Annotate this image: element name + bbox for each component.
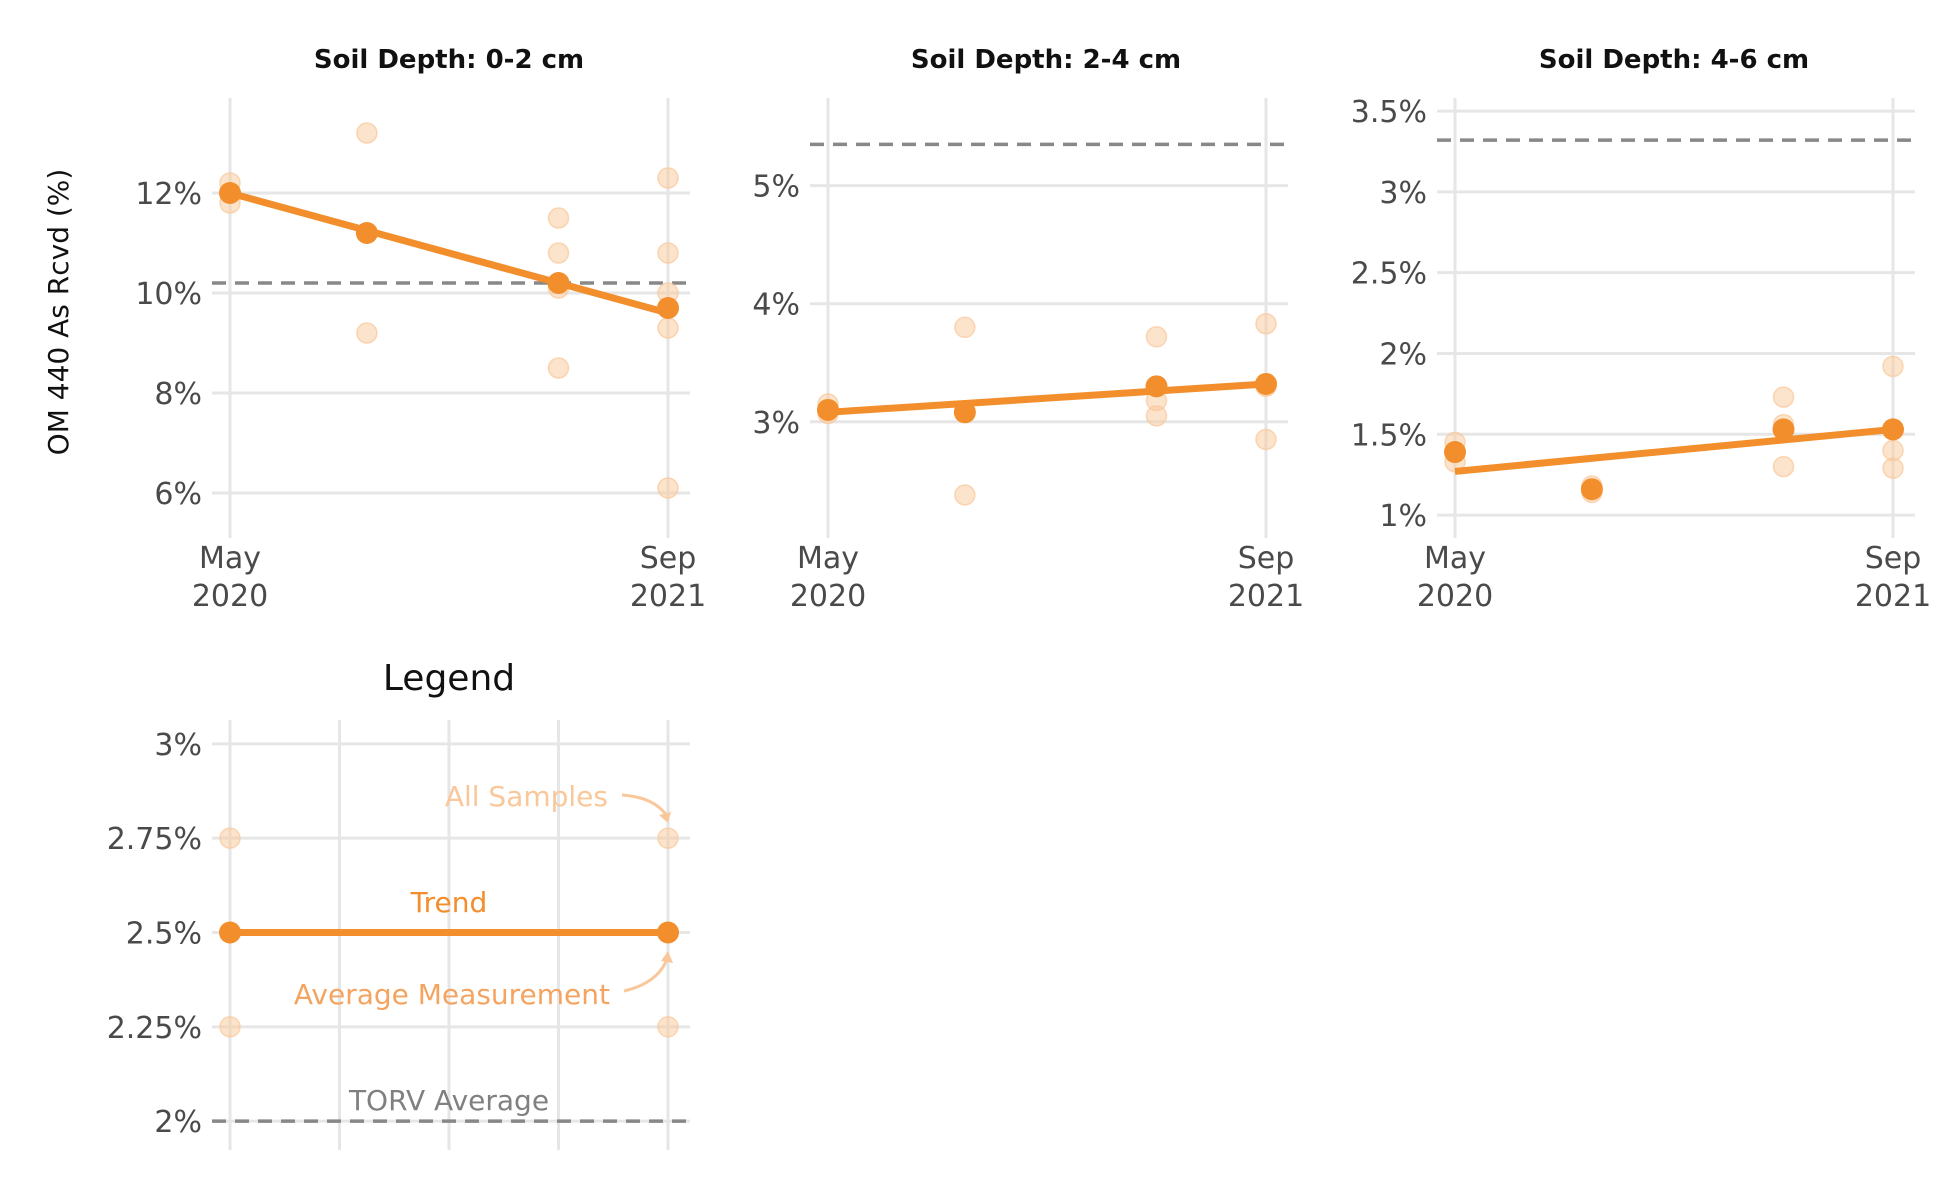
panel-title: Soil Depth: 4-6 cm — [1539, 45, 1809, 75]
x-tick-label: May 2020 — [1417, 541, 1493, 614]
y-tick-label: 2% — [1379, 337, 1427, 372]
x-tick-label: Sep 2021 — [630, 541, 706, 614]
sample-point — [1772, 386, 1795, 408]
x-tick-label: Sep 2021 — [1855, 541, 1931, 614]
sample-point — [657, 827, 679, 849]
panel-1: Soil Depth: 0-2 cm 6% 8% 10% 12% May 2020 Sep 20… — [135, 45, 706, 614]
average-point — [1145, 375, 1168, 398]
annotation-arrowhead — [659, 812, 671, 823]
sample-point — [219, 827, 241, 849]
average-point — [817, 398, 839, 421]
average-point — [1444, 441, 1466, 464]
y-tick-label: 5% — [752, 170, 800, 205]
trend-line — [1454, 425, 1894, 475]
sample-point — [954, 316, 976, 339]
panel-title: Soil Depth: 2-4 cm — [911, 45, 1181, 75]
sample-point — [1255, 313, 1277, 335]
annotation-arrow — [621, 793, 669, 817]
y-tick-label: 2.25% — [107, 1011, 202, 1046]
y-tick-label: 2.75% — [107, 822, 202, 857]
panels: Soil Depth: 0-2 cm 6% 8% 10% 12% May 2020 Sep 20… — [107, 45, 1931, 1150]
panel-2: Soil Depth: 2-4 cm 3% 4% 5% May 2020 Sep 2021 — [752, 45, 1304, 614]
sample-point — [657, 317, 679, 339]
annotation-all-samples: All Samples — [445, 780, 608, 813]
y-tick-label: 1% — [1379, 499, 1427, 534]
sample-point — [657, 1016, 679, 1038]
y-tick-label: 3.5% — [1351, 95, 1427, 130]
average-point — [219, 182, 241, 204]
average-point — [1772, 418, 1795, 441]
x-tick-label: May 2020 — [790, 541, 866, 614]
y-tick-label: 3% — [752, 406, 800, 441]
average-point — [547, 272, 570, 294]
trend-line — [229, 189, 669, 317]
average-point — [1255, 372, 1277, 395]
x-tick-label: May 2020 — [192, 541, 268, 614]
y-tick-label: 2.5% — [1351, 257, 1427, 292]
sample-point — [1255, 428, 1277, 451]
annotation-arrowhead — [661, 951, 673, 963]
sample-point — [657, 167, 679, 189]
sample-point — [657, 242, 679, 264]
y-tick-label: 2.5% — [126, 917, 202, 952]
average-point — [657, 297, 679, 319]
sample-point — [547, 357, 570, 379]
trend-line — [827, 380, 1267, 416]
y-tick-label: 8% — [154, 377, 202, 412]
sample-point — [954, 484, 976, 506]
average-point — [657, 921, 679, 944]
average-point — [1580, 478, 1603, 501]
annotation-trend: Trend — [410, 886, 488, 919]
sample-point — [356, 122, 378, 144]
panel-title: Legend — [383, 658, 515, 699]
x-tick-label: Sep 2021 — [1228, 541, 1304, 614]
panel-4: Legend 2% 2.25% 2.5% 2.75% 3% All Samples Trend… — [107, 658, 690, 1150]
sample-point — [657, 477, 679, 499]
sample-point — [356, 322, 378, 344]
y-tick-label: 12% — [135, 177, 202, 212]
sample-point — [1145, 326, 1168, 348]
panel-3: Soil Depth: 4-6 cm 1% 1.5% 2% 2.5% 3% 3.5% May 2… — [1351, 45, 1931, 614]
sample-point — [1882, 439, 1904, 462]
sample-point — [1882, 457, 1904, 479]
average-point — [1882, 418, 1904, 441]
sample-point — [1772, 455, 1795, 478]
y-tick-label: 2% — [154, 1105, 202, 1140]
y-axis-label: OM 440 As Rcvd (%) — [42, 169, 75, 456]
panel-title: Soil Depth: 0-2 cm — [314, 45, 584, 75]
sample-point — [1882, 355, 1904, 378]
average-point — [355, 222, 378, 244]
y-tick-label: 6% — [154, 477, 202, 512]
sample-point — [547, 207, 570, 229]
sample-point — [1145, 405, 1168, 427]
average-point — [219, 921, 241, 944]
annotation-average-measurement: Average Measurement — [294, 978, 610, 1011]
y-tick-label: 10% — [135, 277, 202, 312]
sample-point — [219, 1016, 241, 1038]
y-tick-label: 4% — [752, 288, 800, 323]
annotation-torv-average: TORV Average — [348, 1084, 549, 1117]
y-tick-label: 3% — [154, 728, 202, 763]
y-tick-label: 3% — [1379, 176, 1427, 211]
average-point — [953, 401, 976, 424]
sample-point — [547, 242, 570, 264]
annotation-arrow — [623, 958, 669, 993]
y-tick-label: 1.5% — [1351, 418, 1427, 453]
